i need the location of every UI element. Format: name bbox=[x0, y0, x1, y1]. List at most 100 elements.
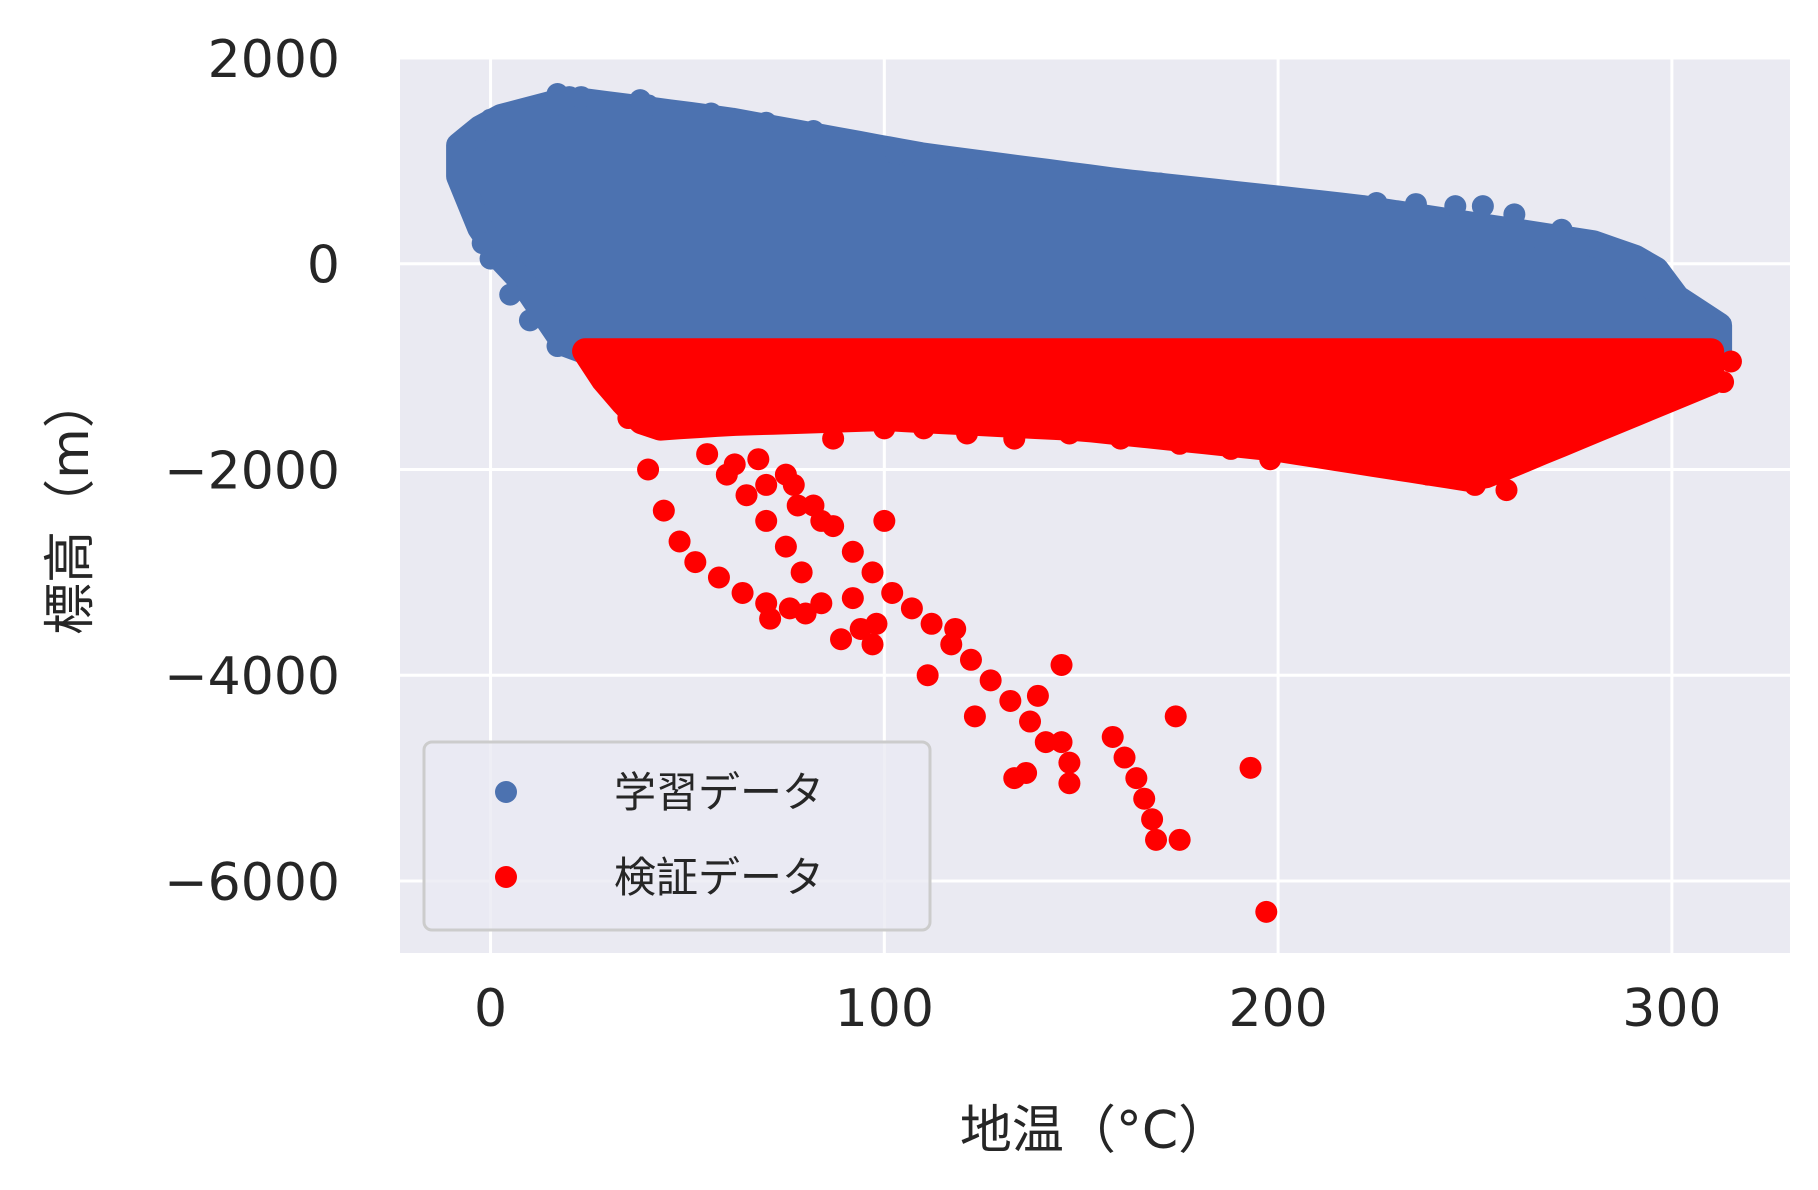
validation-data-point bbox=[782, 473, 805, 496]
validation-data-point bbox=[1015, 761, 1038, 784]
validation-data-point bbox=[735, 484, 758, 507]
validation-data-point bbox=[1058, 751, 1081, 774]
validation-data-point bbox=[1306, 443, 1329, 466]
validation-data-point bbox=[1255, 900, 1278, 923]
validation-data-point bbox=[1361, 453, 1384, 476]
validation-data-point bbox=[1003, 427, 1026, 450]
train-data-point bbox=[570, 86, 593, 109]
y-tick-label: −6000 bbox=[164, 853, 340, 913]
validation-data-point bbox=[1034, 731, 1057, 754]
validation-data-point bbox=[822, 515, 845, 538]
validation-data-point bbox=[617, 407, 640, 430]
validation-data-point bbox=[707, 566, 730, 589]
validation-data-point bbox=[1145, 828, 1168, 851]
validation-data-point bbox=[861, 561, 884, 584]
train-data-point bbox=[755, 111, 778, 134]
validation-data-point bbox=[841, 540, 864, 563]
validation-data-point bbox=[731, 581, 754, 604]
train-data-point bbox=[1117, 170, 1140, 193]
validation-data-point bbox=[881, 581, 904, 604]
legend-label-train: 学習データ bbox=[614, 768, 824, 817]
train-data-point bbox=[499, 283, 522, 306]
validation-data-point bbox=[1019, 710, 1042, 733]
validation-data-point bbox=[1109, 427, 1132, 450]
validation-data-point bbox=[597, 376, 620, 399]
validation-data-point bbox=[652, 499, 675, 522]
x-tick-label: 300 bbox=[1622, 979, 1721, 1039]
train-data-point bbox=[1609, 242, 1632, 265]
validation-data-point bbox=[794, 401, 817, 424]
validation-data-point bbox=[759, 607, 782, 630]
validation-data-point bbox=[1712, 371, 1735, 394]
validation-data-point bbox=[1050, 731, 1073, 754]
validation-data-point bbox=[1113, 746, 1136, 769]
validation-data-point bbox=[1050, 653, 1073, 676]
x-tick-label: 200 bbox=[1228, 979, 1327, 1039]
train-data-point bbox=[479, 108, 502, 131]
validation-data-point bbox=[830, 628, 853, 651]
validation-data-point bbox=[916, 664, 939, 687]
train-data-point bbox=[1629, 250, 1652, 273]
validation-data-point bbox=[786, 494, 809, 517]
y-tick-labels: 2000 0 −2000 −4000 −6000 bbox=[164, 30, 340, 913]
legend-label-validation: 検証データ bbox=[614, 853, 824, 902]
validation-data-point bbox=[959, 648, 982, 671]
train-data-point bbox=[1503, 203, 1526, 226]
validation-data-point bbox=[1168, 828, 1191, 851]
validation-data-dense-region bbox=[572, 338, 1725, 492]
train-data-point bbox=[637, 94, 660, 117]
validation-data-point bbox=[944, 617, 967, 640]
validation-data-point bbox=[794, 602, 817, 625]
validation-data-point bbox=[747, 448, 770, 471]
validation-data-point bbox=[1164, 705, 1187, 728]
train-data-point bbox=[448, 139, 471, 162]
validation-data-point bbox=[637, 458, 660, 481]
validation-data-point bbox=[912, 417, 935, 440]
validation-data-point bbox=[1101, 725, 1124, 748]
validation-data-point bbox=[1058, 772, 1081, 795]
train-data-point bbox=[1227, 183, 1250, 206]
validation-data-point bbox=[841, 587, 864, 610]
validation-data-point bbox=[1058, 422, 1081, 445]
validation-data-point bbox=[696, 443, 719, 466]
validation-data-point bbox=[1719, 350, 1742, 373]
validation-data-point bbox=[790, 561, 813, 584]
validation-data-point bbox=[963, 705, 986, 728]
train-data-point bbox=[479, 247, 502, 270]
scatter-points bbox=[446, 83, 1742, 923]
validation-data-point bbox=[1416, 463, 1439, 486]
validation-data-point bbox=[723, 453, 746, 476]
train-data-point bbox=[546, 335, 569, 358]
validation-data-point bbox=[1582, 391, 1605, 414]
train-data-point bbox=[833, 131, 856, 154]
train-data-point bbox=[1641, 278, 1664, 301]
train-data-point bbox=[1582, 235, 1605, 258]
validation-data-point bbox=[1259, 448, 1282, 471]
x-tick-label: 100 bbox=[835, 979, 934, 1039]
validation-data-point bbox=[755, 509, 778, 532]
validation-data-point bbox=[861, 633, 884, 656]
train-data-point bbox=[1404, 193, 1427, 216]
validation-data-point bbox=[810, 592, 833, 615]
train-data-point bbox=[1089, 168, 1112, 191]
train-data-point bbox=[1365, 192, 1388, 215]
train-data-point bbox=[1550, 218, 1573, 241]
train-data-point bbox=[1200, 178, 1223, 201]
train-data-point bbox=[932, 151, 955, 174]
validation-data-point bbox=[873, 509, 896, 532]
validation-data-point bbox=[865, 612, 888, 635]
train-data-point bbox=[802, 120, 825, 143]
validation-data-point bbox=[1463, 473, 1486, 496]
validation-data-point bbox=[774, 535, 797, 558]
validation-data-point bbox=[920, 612, 943, 635]
validation-data-point bbox=[755, 473, 778, 496]
validation-data-point bbox=[684, 551, 707, 574]
y-tick-label: 2000 bbox=[208, 30, 340, 90]
validation-data-point bbox=[822, 427, 845, 450]
validation-data-point bbox=[999, 689, 1022, 712]
validation-data-point bbox=[668, 530, 691, 553]
legend: 学習データ 検証データ bbox=[422, 740, 932, 932]
train-data-point bbox=[700, 102, 723, 125]
train-data-point bbox=[518, 309, 541, 332]
x-axis-label: 地温（°C） bbox=[960, 1101, 1230, 1161]
